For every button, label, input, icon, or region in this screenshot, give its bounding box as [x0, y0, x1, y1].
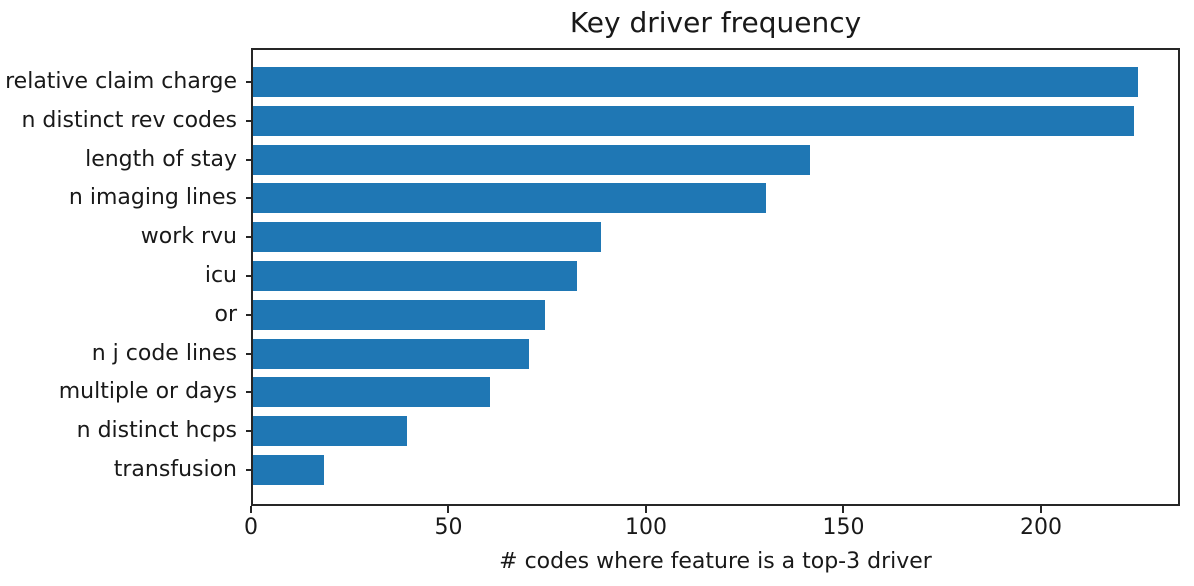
y-tick-label-relative-claim-charge: relative claim charge: [5, 69, 237, 94]
x-tick-label-200: 200: [1019, 515, 1062, 540]
bar-n-j-code-lines: [253, 338, 530, 369]
x-tick-mark: [447, 506, 450, 513]
y-tick-label-or: or: [214, 301, 237, 327]
y-tick-label-n-imaging-lines: n imaging lines: [68, 185, 237, 211]
bar-n-imaging-lines: [253, 183, 767, 214]
y-tick-label-n-j-code-lines: n j code lines: [91, 340, 237, 366]
y-tick-label-icu: icu: [204, 263, 237, 288]
chart-title: Key driver frequency: [569, 6, 862, 39]
y-tick-label-length-of-stay: length of stay: [85, 146, 237, 172]
x-tick-label-150: 150: [822, 515, 865, 540]
y-tick-mark: [246, 430, 251, 433]
bar-transfusion: [253, 455, 325, 485]
bar-work-rvu: [253, 222, 601, 253]
x-tick-mark: [250, 506, 252, 513]
y-tick-mark: [246, 81, 251, 83]
y-tick-mark: [246, 469, 251, 471]
bar-relative-claim-charge: [253, 67, 1138, 97]
bar-length-of-stay: [253, 144, 810, 175]
x-tick-label-100: 100: [624, 515, 667, 540]
y-tick-mark: [246, 275, 251, 277]
x-tick-mark: [1039, 506, 1042, 513]
y-tick-mark: [246, 119, 251, 122]
y-tick-label-n-distinct-rev-codes: n distinct rev codes: [21, 107, 238, 133]
y-tick-label-work-rvu: work rvu: [140, 224, 237, 250]
y-tick-mark: [246, 313, 251, 316]
bar-or: [253, 299, 546, 330]
y-tick-label-transfusion: transfusion: [113, 457, 237, 482]
bar-n-distinct-hcps: [253, 416, 408, 447]
y-tick-mark: [246, 391, 251, 394]
x-tick-mark: [644, 506, 647, 513]
y-tick-label-n-distinct-hcps: n distinct hcps: [76, 418, 237, 444]
x-tick-label-50: 50: [434, 515, 463, 540]
x-axis-title: # codes where feature is a top-3 driver: [499, 549, 932, 574]
plot-area: [251, 48, 1180, 506]
bar-icu: [253, 261, 577, 291]
x-tick-label-0: 0: [244, 515, 258, 540]
bar-n-distinct-rev-codes: [253, 105, 1134, 136]
x-tick-mark: [842, 506, 845, 513]
y-tick-mark: [246, 352, 251, 355]
y-tick-mark: [246, 158, 251, 161]
bar-multiple-or-days: [253, 377, 490, 408]
y-tick-label-multiple-or-days: multiple or days: [58, 379, 237, 405]
y-tick-mark: [246, 197, 251, 200]
y-tick-mark: [246, 236, 251, 239]
